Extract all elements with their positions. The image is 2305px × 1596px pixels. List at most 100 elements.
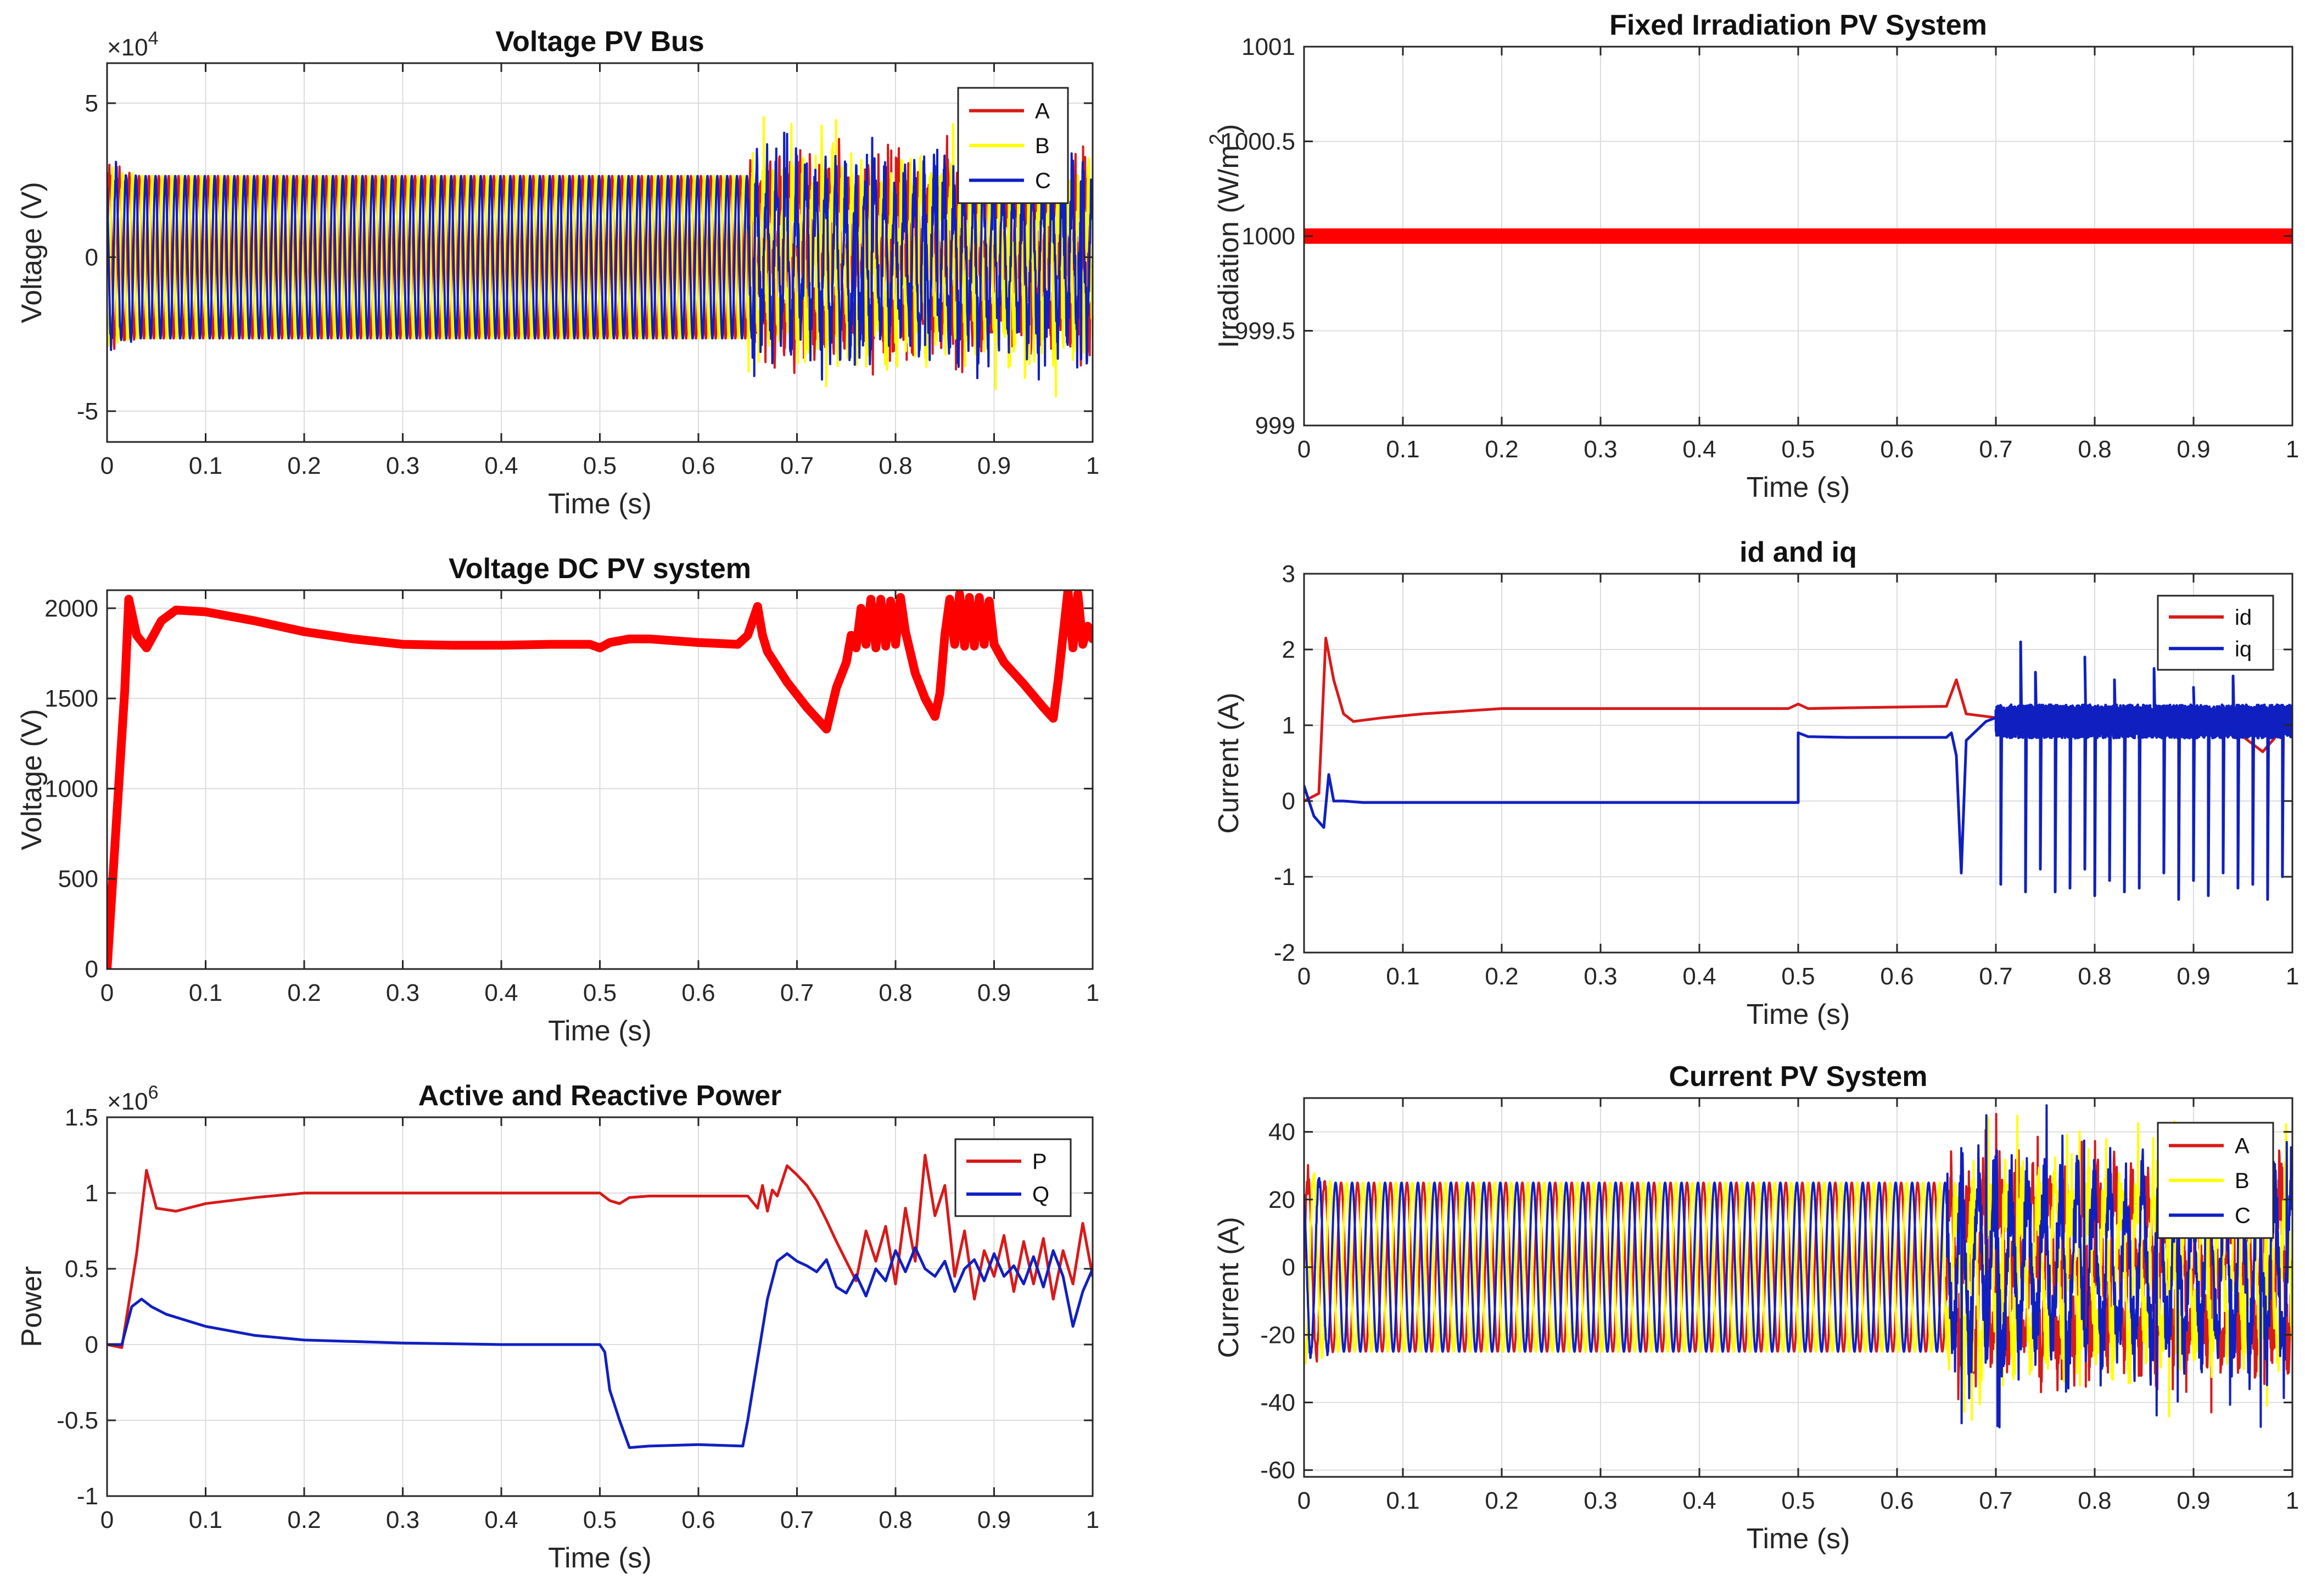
ticks: 0 0.1 0.2 0.3 0.4 0.5 0.6 0.7 0.8 0.9 1 -2 -1 0 1 2 3 <box>1274 561 2299 990</box>
axis-exponent-base: ×10 <box>107 1088 148 1115</box>
y-axis-label: Power <box>16 1266 48 1347</box>
chart-idq: 0 0.1 0.2 0.3 0.4 0.5 0.6 0.7 0.8 0.9 1 -2 -1 0 1 2 3 id … <box>1213 536 2299 1031</box>
legend: PQ <box>954 1138 1072 1217</box>
y-tick-label: 999.5 <box>1235 318 1295 345</box>
y-tick-label: 0 <box>85 956 98 983</box>
y-tick-label: -40 <box>1260 1389 1295 1416</box>
y-tick-label: 1 <box>1282 712 1295 739</box>
series-line-C <box>107 131 1093 381</box>
chart-vdc: 0 0.1 0.2 0.3 0.4 0.5 0.6 0.7 0.8 0.9 1 0 500 1000 150… <box>16 553 1099 1047</box>
y-tick-label: 20 <box>1268 1186 1295 1213</box>
x-axis-label: Time (s) <box>1747 472 1850 503</box>
y-axis-label-text: Irradiation (W/m <box>1213 145 1245 348</box>
x-tick-label: 0.9 <box>2177 436 2210 463</box>
ticks: 0 0.1 0.2 0.3 0.4 0.5 0.6 0.7 0.8 0.9 1 0 500 1000 150… <box>44 590 1099 1006</box>
x-tick-label: 0 <box>1297 436 1311 463</box>
chart-title: Voltage DC PV system <box>449 553 751 585</box>
legend-label-A: A <box>2235 1134 2250 1158</box>
series-line-Q <box>107 1246 1093 1449</box>
chart-pq: 0 0.1 0.2 0.3 0.4 0.5 0.6 0.7 0.8 0.9 1 -1 -0.5 0 0.5 1… <box>16 1080 1099 1574</box>
chart-irr: 0 0.1 0.2 0.3 0.4 0.5 0.6 0.7 0.8 0.9 1 999 999.5 100… <box>1206 9 2299 503</box>
chart-title: Fixed Irradiation PV System <box>1609 9 1987 41</box>
x-tick-label: 0.5 <box>1781 963 1815 990</box>
chart-title: id and iq <box>1739 536 1857 568</box>
series-line-B <box>1304 1115 2292 1421</box>
y-tick-label: -2 <box>1274 939 1295 966</box>
legend-label-Q: Q <box>1032 1183 1049 1207</box>
y-axis-label-superscript: 2 <box>1206 133 1229 145</box>
x-axis-label: Time (s) <box>548 1542 652 1574</box>
y-tick-label: 2000 <box>44 595 98 622</box>
x-tick-label: 0.2 <box>287 979 321 1006</box>
y-tick-label: 0 <box>85 1331 98 1358</box>
x-axis-label: Time (s) <box>1747 999 1850 1031</box>
chart-vpv: 0 0.1 0.2 0.3 0.4 0.5 0.6 0.7 0.8 0.9 1-505Voltage… <box>16 26 1099 520</box>
y-tick-label: -20 <box>1260 1321 1295 1348</box>
series-group <box>1304 1104 2292 1429</box>
x-tick-label: 0.2 <box>1485 1487 1518 1514</box>
x-tick-label: 0.3 <box>1584 436 1617 463</box>
legend-label-id: id <box>2235 606 2252 630</box>
x-tick-label: 0.1 <box>189 979 222 1006</box>
chart-title: Voltage PV Bus <box>495 26 704 58</box>
x-tick-label: 0.5 <box>583 452 617 479</box>
y-tick-label: 1001 <box>1241 33 1295 60</box>
y-tick-label: 3 <box>1282 561 1295 587</box>
x-tick-label: 0.1 <box>1386 436 1419 463</box>
x-tick-label: 0.3 <box>1584 1487 1617 1514</box>
x-tick-label: 0.4 <box>484 1507 518 1533</box>
legend: id iq <box>2157 595 2274 671</box>
y-tick-label: 1000 <box>44 775 98 802</box>
y-tick-label: 0.5 <box>65 1256 98 1283</box>
y-tick-label: 1500 <box>44 685 98 712</box>
ticks: 0 0.1 0.2 0.3 0.4 0.5 0.6 0.7 0.8 0.9 1 -60 -40 -20 0 2… <box>1260 1098 2299 1514</box>
ticks: 0 0.1 0.2 0.3 0.4 0.5 0.6 0.7 0.8 0.9 1 -1 -0.5 0 0.5 1… <box>57 1104 1099 1533</box>
y-tick-label: -1 <box>1274 864 1295 891</box>
x-axis-label: Time (s) <box>1747 1523 1850 1555</box>
legend-label-C: C <box>1035 169 1051 193</box>
x-tick-label: 0.4 <box>484 452 518 479</box>
x-tick-label: 0.6 <box>681 452 715 479</box>
chart-title: Active and Reactive Power <box>418 1080 782 1112</box>
series-group <box>1304 636 2292 901</box>
legend-box <box>954 1138 1072 1217</box>
x-tick-label: 0.7 <box>780 1507 814 1533</box>
legend-box <box>2157 595 2274 671</box>
x-tick-label: 0.3 <box>1584 963 1617 990</box>
x-axis-label: Time (s) <box>548 1015 652 1047</box>
y-tick-label: 1.5 <box>65 1104 98 1131</box>
legend-label-iq: iq <box>2235 637 2252 661</box>
x-tick-label: 0 <box>1297 963 1311 990</box>
y-tick-label: 0 <box>1282 1254 1295 1281</box>
series-line-C <box>1304 1104 2292 1429</box>
x-tick-label: 0.1 <box>189 1507 222 1533</box>
x-tick-label: 0.2 <box>287 1507 321 1533</box>
legend-label-P: P <box>1032 1150 1047 1174</box>
legend: ABC <box>2157 1122 2274 1239</box>
x-tick-label: 0.9 <box>977 452 1011 479</box>
x-tick-label: 0.8 <box>2078 1487 2111 1514</box>
x-tick-label: 0.6 <box>681 979 715 1006</box>
x-tick-label: 0.9 <box>2177 963 2210 990</box>
x-tick-label: 0.5 <box>1781 1487 1815 1514</box>
ticks: 0 0.1 0.2 0.3 0.4 0.5 0.6 0.7 0.8 0.9 1-505 <box>77 63 1099 479</box>
x-tick-label: 0.3 <box>386 979 419 1006</box>
y-tick-label: 40 <box>1268 1119 1295 1146</box>
x-tick-label: 0.7 <box>1979 963 2012 990</box>
y-tick-label: 0 <box>85 244 98 271</box>
x-tick-label: 0 <box>100 1507 114 1533</box>
x-tick-label: 1 <box>1086 979 1099 1006</box>
x-tick-label: 0.7 <box>1979 1487 2012 1514</box>
legend-label-A: A <box>1035 99 1050 124</box>
x-tick-label: 0.5 <box>583 1507 617 1533</box>
chart-title: Current PV System <box>1669 1061 1927 1093</box>
legend: ABC <box>957 87 1069 204</box>
x-tick-label: 0.2 <box>1485 963 1518 990</box>
series-line-B <box>107 116 1093 397</box>
y-tick-label: 1000.5 <box>1221 128 1295 155</box>
x-tick-label: 0.5 <box>583 979 617 1006</box>
x-tick-label: 1 <box>1086 1507 1099 1533</box>
y-tick-label: 999 <box>1255 412 1295 439</box>
x-tick-label: 0.2 <box>1485 436 1518 463</box>
